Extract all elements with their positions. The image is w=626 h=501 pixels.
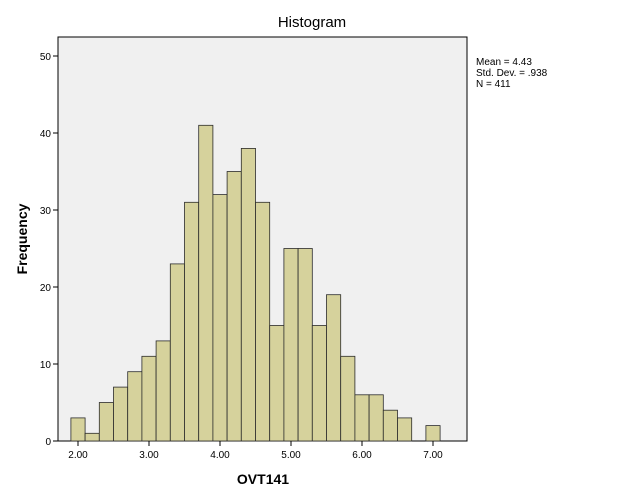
stats-mean: Mean = 4.43 [476, 57, 532, 68]
histogram-bar [326, 294, 342, 442]
histogram-bar [240, 147, 256, 442]
histogram-bar [397, 417, 413, 442]
histogram-bar [283, 248, 299, 442]
histogram-bar [70, 417, 86, 442]
x-axis: 2.00 3.00 4.00 5.00 6.00 7.00 [68, 441, 443, 461]
histogram-bar [425, 425, 441, 442]
y-tick-label: 0 [45, 437, 51, 448]
histogram-bar [226, 171, 242, 442]
x-axis-title: OVT141 [237, 471, 289, 487]
histogram-bar [354, 394, 370, 442]
histogram-bar [113, 386, 129, 442]
x-tick-label: 4.00 [210, 450, 230, 461]
x-tick-label: 3.00 [139, 450, 159, 461]
y-tick-label: 30 [40, 206, 52, 217]
histogram-bar [141, 355, 157, 442]
histogram-bar [84, 432, 100, 442]
x-tick-label: 7.00 [423, 450, 443, 461]
histogram-bar [368, 394, 384, 442]
histogram-bar [155, 340, 171, 442]
histogram-bar [198, 124, 214, 442]
y-tick-label: 40 [40, 129, 52, 140]
x-tick-label: 5.00 [281, 450, 301, 461]
y-tick-label: 50 [40, 52, 52, 63]
bars-group [70, 124, 441, 442]
stats-legend: Mean = 4.43 Std. Dev. = .938 N = 411 [476, 57, 547, 90]
histogram-bar [212, 194, 228, 442]
histogram-bar [184, 201, 200, 442]
x-tick-label: 2.00 [68, 450, 88, 461]
y-axis: 0 10 20 30 40 50 [40, 52, 58, 448]
y-tick-label: 20 [40, 283, 52, 294]
histogram-bar [127, 371, 143, 442]
histogram-bar [311, 325, 327, 442]
chart-title: Histogram [278, 14, 346, 31]
histogram-bar [297, 248, 313, 442]
histogram-bar [382, 409, 398, 442]
y-axis-title: Frequency [14, 203, 30, 274]
y-tick-label: 10 [40, 360, 52, 371]
stats-n: N = 411 [476, 79, 511, 90]
histogram-bar [255, 201, 271, 442]
histogram-bar [169, 263, 185, 442]
histogram-bar [340, 355, 356, 442]
histogram-bar [98, 402, 114, 442]
x-tick-label: 6.00 [352, 450, 372, 461]
histogram-bar [269, 325, 285, 442]
stats-std-dev: Std. Dev. = .938 [476, 68, 548, 79]
